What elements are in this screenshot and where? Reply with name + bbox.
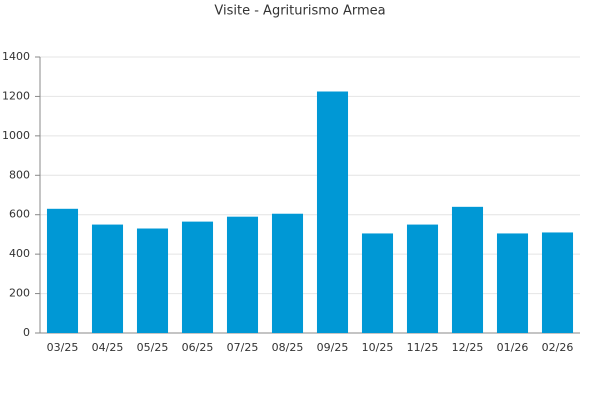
bar <box>46 208 79 333</box>
x-tick-label: 01/26 <box>497 341 529 354</box>
bar <box>226 216 259 333</box>
bar <box>406 224 439 333</box>
y-tick-label: 1400 <box>2 50 30 63</box>
y-tick-label: 400 <box>9 247 30 260</box>
bar <box>496 233 529 333</box>
x-tick-label: 04/25 <box>92 341 124 354</box>
x-tick-label: 05/25 <box>137 341 169 354</box>
y-tick-label: 800 <box>9 168 30 181</box>
x-tick-label: 02/26 <box>542 341 574 354</box>
x-tick-label: 06/25 <box>182 341 214 354</box>
x-tick-label: 12/25 <box>452 341 484 354</box>
y-tick-label: 1000 <box>2 129 30 142</box>
bar <box>91 224 124 333</box>
y-tick-label: 0 <box>23 326 30 339</box>
y-tick-label: 200 <box>9 287 30 300</box>
y-tick-label: 1200 <box>2 89 30 102</box>
x-tick-label: 11/25 <box>407 341 439 354</box>
x-tick-label: 09/25 <box>317 341 349 354</box>
y-tick-label: 600 <box>9 208 30 221</box>
bar <box>451 206 484 333</box>
bar <box>136 228 169 333</box>
bar <box>271 213 304 333</box>
bar <box>316 91 349 333</box>
x-tick-label: 07/25 <box>227 341 259 354</box>
x-tick-label: 10/25 <box>362 341 394 354</box>
bar <box>361 233 394 333</box>
x-tick-label: 03/25 <box>47 341 79 354</box>
x-tick-label: 08/25 <box>272 341 304 354</box>
bar <box>181 221 214 333</box>
bar <box>541 232 574 333</box>
chart-title: Visite - Agriturismo Armea <box>214 4 385 19</box>
